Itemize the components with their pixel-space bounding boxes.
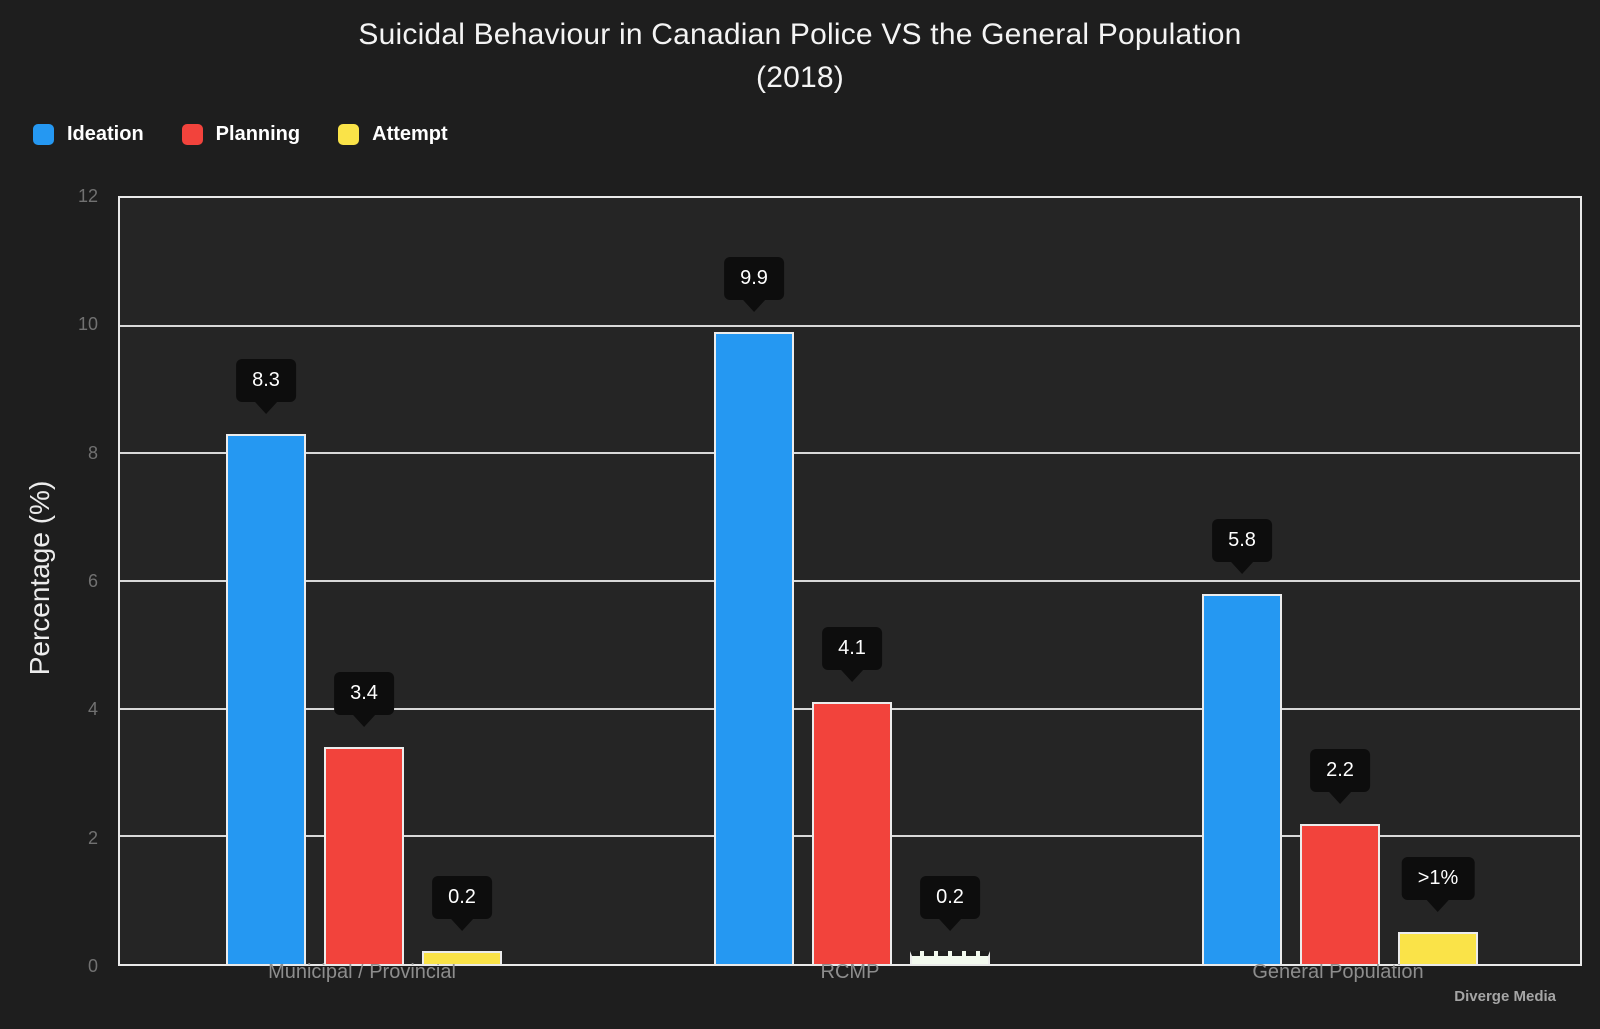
category-group: 8.3 3.4 0.2 (120, 198, 608, 964)
bar-planning (1300, 823, 1380, 964)
bar-ideation (714, 332, 794, 964)
chart-title: Suicidal Behaviour in Canadian Police VS… (358, 18, 1242, 51)
bar-value-label: 9.9 (724, 257, 784, 301)
x-category-label: RCMP (820, 961, 880, 983)
bar-value-label: 2.2 (1310, 748, 1370, 792)
y-tick-label: 8 (87, 442, 98, 463)
bar-planning (812, 702, 892, 964)
x-category-label: Municipal / Provincial (268, 961, 456, 983)
legend-label: Planning (215, 123, 301, 145)
y-tick-label: 0 (87, 956, 98, 976)
bar-value-label: 8.3 (236, 359, 296, 403)
category-group: 5.8 2.2 >1% (1096, 198, 1584, 964)
legend-item-planning: Planning (181, 123, 301, 146)
bar-value-label: 3.4 (334, 671, 394, 715)
legend: Ideation Planning Attempt (33, 123, 448, 146)
legend-swatch-ideation (33, 124, 54, 145)
legend-item-ideation: Ideation (33, 123, 144, 146)
plot-area: 8.3 3.4 0.2 9.9 4.1 0.2 5.8 2.2 >1% (118, 196, 1582, 966)
bar-attempt (910, 951, 990, 964)
bar-value-label: 0.2 (920, 876, 980, 920)
bar-planning (324, 746, 404, 964)
legend-label: Ideation (67, 123, 144, 145)
gridline (120, 324, 1580, 327)
bar-value-label: >1% (1401, 857, 1475, 901)
y-tick-label: 12 (77, 186, 98, 206)
y-tick-label: 6 (87, 571, 98, 591)
chart-title-block: Suicidal Behaviour in Canadian Police VS… (0, 13, 1600, 99)
chart-subtitle: (2018) (756, 61, 844, 94)
bar-value-label: 5.8 (1212, 518, 1272, 562)
bar-ideation (226, 434, 306, 964)
y-tick-label: 4 (87, 699, 98, 720)
y-tick-label: 10 (77, 314, 98, 335)
legend-item-attempt: Attempt (338, 123, 448, 146)
attribution: Diverge Media (1454, 988, 1556, 1005)
bar-value-label: 4.1 (822, 627, 882, 671)
x-axis-labels: Municipal / Provincial RCMP General Popula… (118, 961, 1582, 989)
gridline (120, 580, 1580, 582)
legend-swatch-attempt (338, 124, 360, 145)
x-category-label: General Population (1252, 961, 1424, 983)
bar-ideation (1202, 593, 1282, 964)
legend-label: Attempt (372, 123, 448, 145)
bar-value-label: 0.2 (432, 876, 492, 920)
gridline (120, 452, 1580, 455)
y-tick-label: 2 (87, 827, 98, 848)
category-group: 9.9 4.1 0.2 (608, 198, 1096, 964)
bar-attempt (1398, 932, 1478, 964)
legend-swatch-planning (181, 124, 203, 145)
bar-attempt (422, 951, 502, 964)
